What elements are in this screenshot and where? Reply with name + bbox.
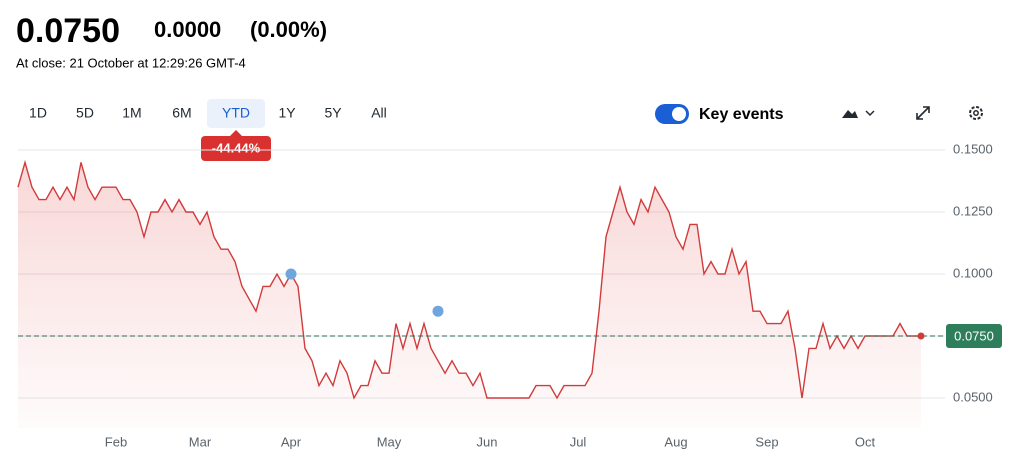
last-point xyxy=(917,332,925,340)
range-button[interactable]: 5D xyxy=(76,105,94,121)
current-price-label: 0.0750 xyxy=(954,328,994,343)
key-events-label[interactable]: Key events xyxy=(699,106,784,123)
price-line xyxy=(17,159,921,400)
badge-pointer xyxy=(230,130,242,136)
y-tick-label: 0.1500 xyxy=(953,141,993,156)
range-button[interactable]: 1Y xyxy=(278,105,296,121)
x-tick-label: May xyxy=(377,434,402,449)
range-button[interactable]: 5Y xyxy=(324,105,342,121)
x-tick-label: Jun xyxy=(477,434,498,449)
active-range-bg xyxy=(207,99,265,128)
key-event-marker[interactable] xyxy=(285,268,297,280)
x-tick-label: Oct xyxy=(855,434,876,449)
area xyxy=(18,162,921,428)
range-change: -44.44% xyxy=(212,140,261,155)
y-tick-label: 0.1000 xyxy=(953,265,993,280)
current-price-badge xyxy=(946,324,1002,348)
settings-icon[interactable] xyxy=(969,106,983,120)
range-change-badge xyxy=(201,136,271,161)
range-button[interactable]: All xyxy=(371,105,387,121)
expand-icon[interactable] xyxy=(916,106,930,120)
settings-icon-center xyxy=(973,110,979,116)
x-tick-label: Feb xyxy=(105,434,127,449)
dropdown-icon xyxy=(865,110,875,117)
key-event-marker[interactable] xyxy=(432,305,444,317)
range-button[interactable]: 6M xyxy=(172,105,191,121)
change-percent: (0.00%) xyxy=(250,17,327,42)
x-tick-label: Mar xyxy=(189,434,212,449)
y-tick-label: 0.1250 xyxy=(953,203,993,218)
range-button[interactable]: YTD xyxy=(222,105,250,121)
change: 0.0000 xyxy=(154,17,221,42)
y-tick-label: 0.0500 xyxy=(953,389,993,404)
x-tick-label: Apr xyxy=(281,434,302,449)
close-info: At close: 21 October at 12:29:26 GMT-4 xyxy=(16,55,246,70)
price: 0.0750 xyxy=(16,12,120,50)
toggle-knob xyxy=(672,107,686,121)
range-button[interactable]: 1M xyxy=(122,105,141,121)
x-tick-label: Aug xyxy=(664,434,687,449)
x-tick-label: Jul xyxy=(570,434,587,449)
x-tick-label: Sep xyxy=(755,434,778,449)
chart-type-icon[interactable] xyxy=(842,110,858,118)
range-button[interactable]: 1D xyxy=(29,105,47,121)
